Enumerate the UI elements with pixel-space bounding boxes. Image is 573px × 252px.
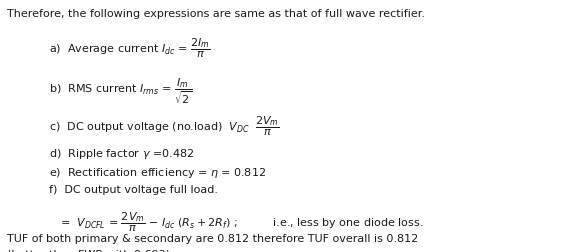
Text: Therefore, the following expressions are same as that of full wave rectifier.: Therefore, the following expressions are… xyxy=(7,9,425,19)
Text: =  $V_{DCFL}$ = $\dfrac{2V_m}{\pi}$ $-$ $I_{dc}$ $(R_s+2R_f)$ ;          i.e., l: = $V_{DCFL}$ = $\dfrac{2V_m}{\pi}$ $-$ $… xyxy=(60,210,423,234)
Text: (better than FWR with 0.693): (better than FWR with 0.693) xyxy=(7,249,170,252)
Text: a)  Average current $I_{dc}$ = $\dfrac{2I_m}{\pi}$: a) Average current $I_{dc}$ = $\dfrac{2I… xyxy=(49,37,210,60)
Text: d)  Ripple factor $\gamma$ =0.482: d) Ripple factor $\gamma$ =0.482 xyxy=(49,147,194,162)
Text: b)  RMS current $I_{rms}$ = $\dfrac{I_m}{\sqrt{2}}$: b) RMS current $I_{rms}$ = $\dfrac{I_m}{… xyxy=(49,76,192,106)
Text: f)  DC output voltage full load.: f) DC output voltage full load. xyxy=(49,185,218,195)
Text: c)  DC output voltage (no.load)  $V_{DC}$  $\dfrac{2V_m}{\pi}$: c) DC output voltage (no.load) $V_{DC}$ … xyxy=(49,115,280,138)
Text: TUF of both primary & secondary are 0.812 therefore TUF overall is 0.812: TUF of both primary & secondary are 0.81… xyxy=(7,234,418,244)
Text: e)  Rectification efficiency = $\eta$ = 0.812: e) Rectification efficiency = $\eta$ = 0… xyxy=(49,166,266,180)
